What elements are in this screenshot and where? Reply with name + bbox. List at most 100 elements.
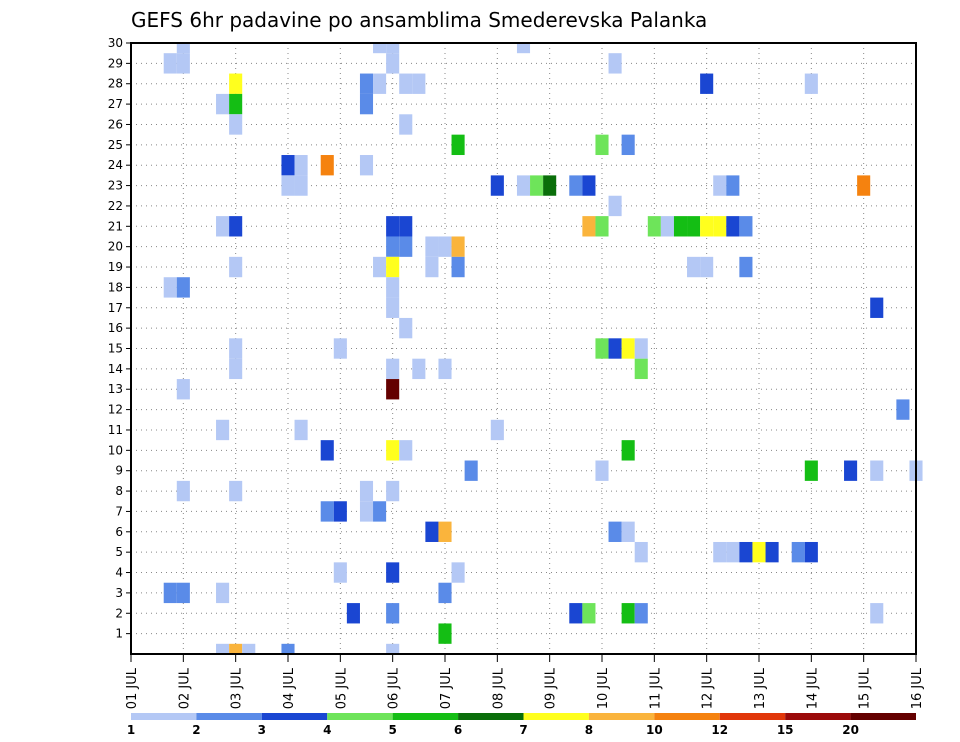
y-tick-label: 19 [108,260,123,274]
precip-cell [726,175,740,196]
precip-cell [752,541,766,563]
x-tick-label: 13 JUL [753,667,768,709]
precip-cell [569,603,583,624]
precip-cell [634,541,648,563]
colorbar-label: 8 [585,723,593,737]
x-tick-label: 01 JUL [125,667,140,709]
y-tick-label: 20 [108,240,123,254]
precip-cell [176,277,190,298]
y-tick-label: 16 [108,321,123,335]
precip-cell [451,134,465,156]
colorbar-swatch [131,713,197,720]
colorbar-swatch [719,713,786,720]
precip-cell [582,603,596,624]
precip-cell [438,582,452,604]
precip-cell [216,93,230,115]
precip-cell [425,236,439,257]
colorbar-swatch [588,713,655,720]
precip-cell [412,73,426,94]
y-tick-label: 22 [108,199,123,213]
y-tick-label: 8 [115,484,123,498]
x-tick-label: 08 JUL [491,667,506,709]
precip-cell [386,480,400,502]
precip-cell [451,256,465,278]
precip-cell [386,297,400,318]
precip-cell [386,440,400,461]
precip-cell [700,216,714,237]
precip-cell [216,419,230,441]
precip-cell [281,643,295,654]
precip-cell [229,358,243,380]
precip-cell [621,521,635,542]
precip-cell [399,114,413,135]
precip-cell [700,256,714,278]
grid-lines [131,42,916,654]
precip-cells [163,43,923,654]
precip-cell [281,175,295,196]
precip-cell [713,175,727,196]
precip-cell [386,562,400,583]
precip-cell [373,256,387,278]
precip-cell [229,480,243,502]
precip-cell [320,440,334,461]
precip-cell [176,480,190,502]
precip-cell [804,541,818,563]
precip-cell [739,216,753,237]
colorbar: 1 2 3 4 5 6 7 8 10 12 15 20 [127,713,916,737]
precip-cell [621,440,635,461]
precip-cell [399,440,413,461]
precip-cell [386,277,400,298]
precip-cell [673,216,688,237]
x-tick-label: 04 JUL [282,667,297,709]
precip-cell [386,256,400,278]
colorbar-label: 2 [192,723,200,737]
precip-cell [386,53,400,74]
precip-cell [582,216,596,237]
colorbar-label: 3 [258,723,266,737]
y-tick-label: 14 [108,362,123,376]
y-tick-label: 2 [115,606,123,620]
precip-cell [530,175,544,196]
precip-cell [464,460,478,481]
precip-cell [726,216,740,237]
y-tick-label: 24 [108,158,123,172]
x-tick-label: 05 JUL [334,667,349,709]
precip-cell [713,216,727,237]
precip-cell [399,216,413,237]
precip-cell [438,521,452,542]
precip-cell [791,541,805,563]
x-tick-label: 03 JUL [230,667,245,709]
y-tick-label: 28 [108,77,123,91]
x-tick-label: 12 JUL [701,667,716,709]
y-tick-label: 30 [108,36,123,50]
colorbar-label: 6 [454,723,462,737]
precip-cell [870,460,884,481]
precip-cell [373,43,387,54]
precip-cell [634,603,648,624]
precip-cell [425,521,439,542]
y-axis-ticks: 1234567891011121314151617181920212223242… [108,36,131,641]
precip-cell [399,73,413,94]
y-tick-label: 27 [108,97,123,111]
y-tick-label: 4 [115,566,123,580]
x-tick-label: 16 JUL [910,667,925,709]
precip-cell [359,93,374,115]
precip-cell [804,460,818,481]
colorbar-label: 15 [777,723,794,737]
y-tick-label: 11 [108,423,123,437]
precip-cell [320,501,334,522]
precip-cell [804,73,818,94]
colorbar-label: 12 [711,723,728,737]
x-axis-ticks: 01 JUL 02 JUL 03 JUL 04 JUL 05 JUL 06 JUL 07 J… [125,654,925,709]
precip-cell [569,175,583,196]
y-tick-label: 13 [108,382,123,396]
colorbar-label: 10 [646,723,663,737]
precip-cell [386,216,400,237]
colorbar-swatch [458,713,524,720]
x-tick-label: 09 JUL [544,667,559,709]
y-tick-label: 12 [108,403,123,417]
colorbar-label: 20 [842,723,859,737]
precip-cell [216,582,230,604]
precip-cell [739,541,753,563]
precip-cell [294,419,308,441]
